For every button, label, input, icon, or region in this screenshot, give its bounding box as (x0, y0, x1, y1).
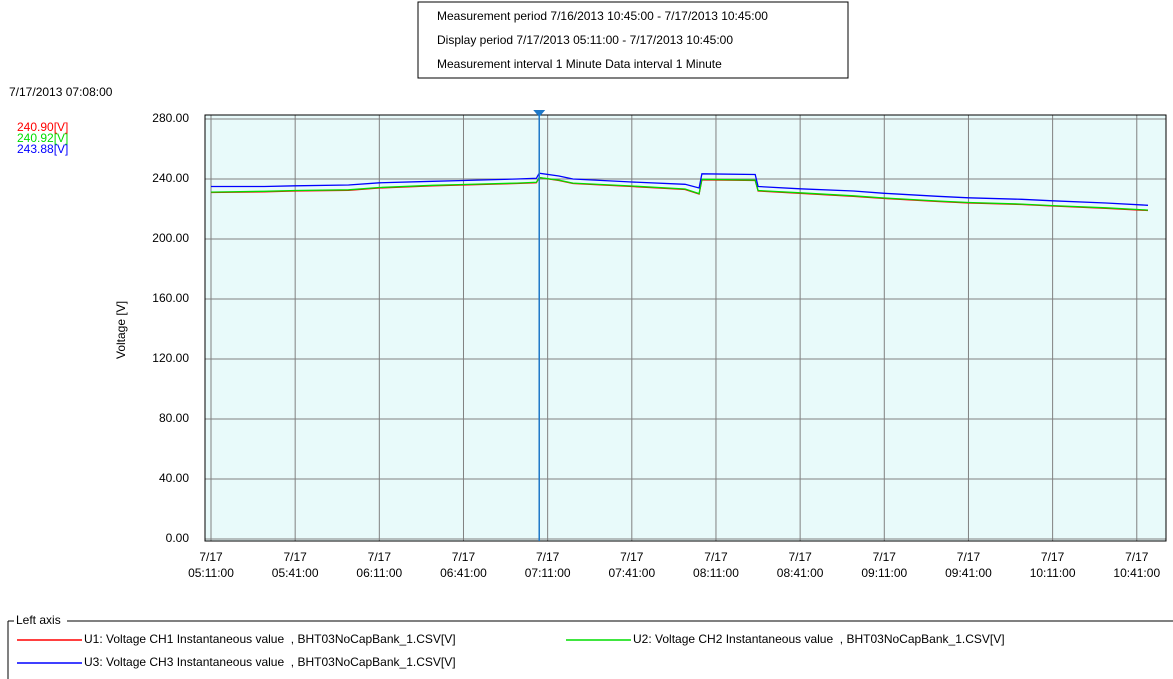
x-tick-label: 7/17 09:41:00 (945, 550, 992, 580)
y-tick-label: 200.00 (152, 231, 189, 245)
x-tick-label: 7/17 07:11:00 (525, 550, 571, 580)
y-tick-label: 120.00 (152, 351, 189, 365)
cursor-value: 243.88[V] (17, 142, 68, 156)
y-tick-label: 40.00 (159, 471, 189, 485)
x-tick-label: 7/17 05:11:00 (188, 550, 234, 580)
cursor-marker (533, 110, 546, 117)
info-line: Measurement period 7/16/2013 10:45:00 - … (437, 9, 768, 23)
info-box (417, 1, 849, 79)
y-tick-label: 280.00 (152, 111, 189, 125)
x-tick-label: 7/17 06:11:00 (356, 550, 402, 580)
x-tick-label: 7/17 09:11:00 (861, 550, 907, 580)
x-tick-label: 7/17 10:41:00 (1113, 550, 1160, 580)
x-tick-label: 7/17 08:41:00 (777, 550, 824, 580)
x-tick-label: 7/17 10:11:00 (1030, 550, 1076, 580)
x-tick-label: 7/17 06:41:00 (440, 550, 487, 580)
series-line (210, 176, 1149, 211)
y-axis-label: Voltage [V] (114, 301, 128, 359)
legend-label: U3: Voltage CH3 Instantaneous value , BH… (84, 655, 456, 669)
legend-label: U1: Voltage CH1 Instantaneous value , BH… (84, 632, 456, 646)
legend-label: U2: Voltage CH2 Instantaneous value , BH… (633, 632, 1005, 646)
info-line: Measurement interval 1 Minute Data inter… (437, 57, 722, 71)
y-tick-label: 160.00 (152, 291, 189, 305)
x-tick-label: 7/17 08:11:00 (693, 550, 739, 580)
y-tick-label: 0.00 (166, 531, 190, 545)
plot-area (205, 115, 1166, 541)
x-tick-label: 7/17 05:41:00 (272, 550, 319, 580)
y-tick-label: 240.00 (152, 171, 189, 185)
y-tick-label: 80.00 (159, 411, 189, 425)
plot-frame (204, 114, 1167, 542)
cursor-time: 7/17/2013 07:08:00 (9, 85, 113, 99)
series-line (211, 172, 1149, 206)
legend-title: Left axis (16, 613, 61, 627)
x-tick-label: 7/17 07:41:00 (608, 550, 655, 580)
cursor-value: 240.92[V] (17, 131, 68, 145)
cursor-value: 240.90[V] (17, 120, 68, 134)
info-line: Display period 7/17/2013 05:11:00 - 7/17… (437, 33, 733, 47)
